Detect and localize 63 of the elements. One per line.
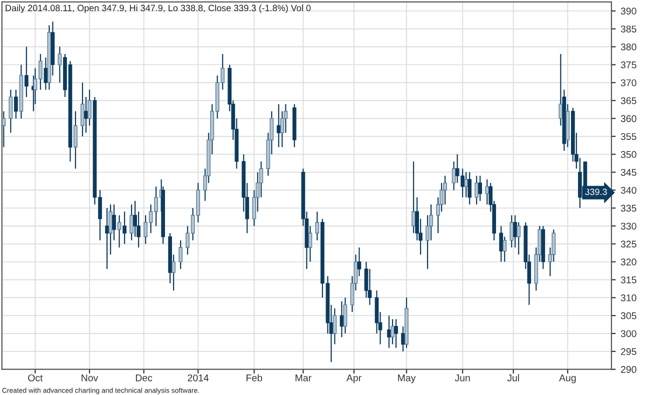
y-tick-label: 345 <box>620 168 636 176</box>
candlestick <box>474 175 479 206</box>
candlestick <box>516 222 521 256</box>
y-tick-label: 305 <box>620 312 636 320</box>
candlestick <box>112 204 116 241</box>
candlestick <box>468 172 472 206</box>
y-tick-label: 315 <box>620 276 636 284</box>
y-tick-label: 360 <box>620 115 636 122</box>
y-tick-label: 365 <box>620 97 636 104</box>
candlestick <box>44 56 48 90</box>
candlestick <box>130 204 134 241</box>
x-tick-label: Apr <box>346 374 362 384</box>
x-tick-label: Aug <box>559 374 576 384</box>
y-tick-label: 325 <box>620 240 636 248</box>
candlestick <box>84 96 88 134</box>
x-tick-label: Feb <box>246 374 262 382</box>
candlestick <box>276 104 281 148</box>
y-tick-label: 320 <box>620 258 636 266</box>
candlestick <box>401 326 405 352</box>
annotation: 339.3 <box>585 188 607 196</box>
y-tick-label: 385 <box>620 26 636 32</box>
x-tick-label: May <box>398 374 416 384</box>
y-tick-label: 295 <box>620 348 636 356</box>
candlestick <box>14 89 18 120</box>
y-tick-label: 350 <box>620 151 636 158</box>
x-tick-label: Jun <box>454 374 470 382</box>
y-tick-label: 390 <box>620 8 636 15</box>
candlestick <box>394 318 398 348</box>
candlestick <box>485 178 490 206</box>
x-tick-label: Nov <box>82 374 98 382</box>
candlestick <box>357 246 362 277</box>
chart-title: Daily 2014.08.11, Open 347.9, Hi 347.9, Lo 338.8, Close 339.3 (-1.8%) Vol 0 <box>6 4 311 13</box>
candlestick <box>412 160 416 234</box>
candlestick <box>510 214 514 248</box>
candlestick <box>24 46 28 98</box>
y-tick-label: 355 <box>620 133 636 140</box>
candlestick <box>499 225 504 262</box>
y-tick-label: 300 <box>620 330 636 338</box>
y-tick-label: 310 <box>620 294 636 302</box>
x-tick-label: Oct <box>28 374 43 382</box>
candlestick <box>390 318 394 345</box>
candlestick <box>502 236 507 262</box>
y-tick-label: 380 <box>620 44 636 50</box>
candlestick <box>122 211 126 244</box>
candlestick <box>387 315 391 348</box>
candlestick <box>343 297 348 334</box>
x-tick-label: Jul <box>507 374 519 382</box>
candlestick <box>178 240 183 270</box>
candlestick <box>2 110 6 148</box>
y-tick-label: 370 <box>620 79 636 86</box>
y-tick-label: 375 <box>620 61 636 68</box>
candlestick <box>464 172 468 198</box>
x-tick-label: Mar <box>296 374 312 382</box>
y-tick-label: 340 <box>620 186 636 194</box>
y-tick-label: 290 <box>620 366 636 373</box>
y-tick-label: 330 <box>620 222 636 230</box>
x-tick-label: Dec <box>136 374 152 382</box>
candlestick <box>80 82 84 137</box>
candlestick <box>340 300 344 338</box>
x-tick-label: 2014 <box>188 374 209 382</box>
y-tick-label: 335 <box>620 204 636 212</box>
candlestick <box>105 207 109 270</box>
candlestick <box>478 175 482 202</box>
